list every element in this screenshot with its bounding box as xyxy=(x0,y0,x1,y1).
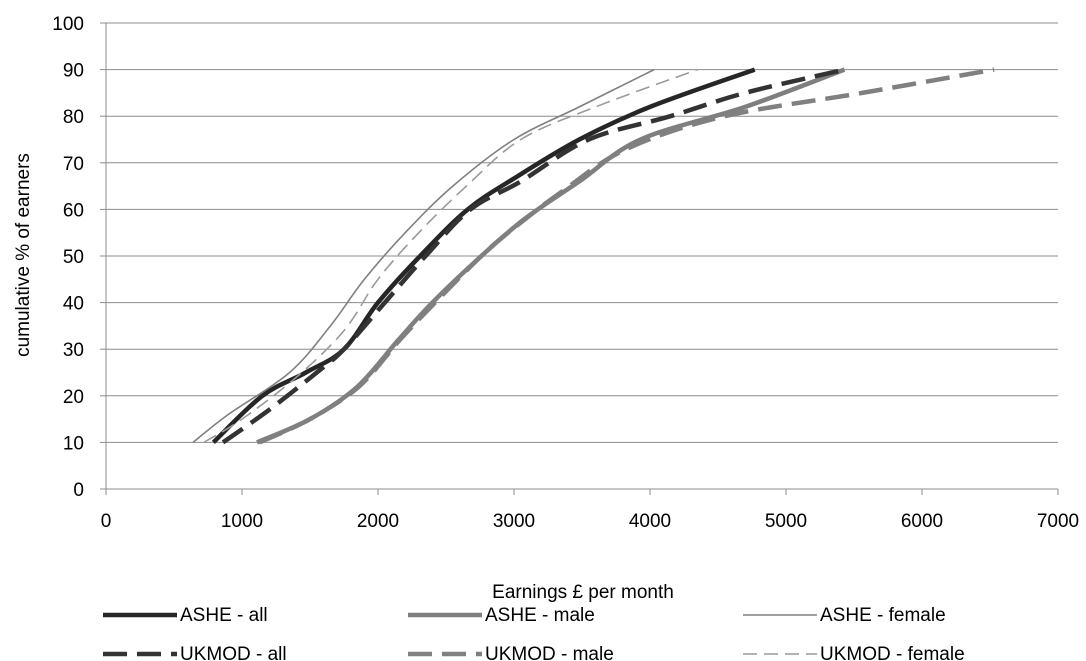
y-tick-label: 80 xyxy=(63,107,84,128)
y-tick-label: 50 xyxy=(63,247,84,268)
series-line-ukmod-male xyxy=(258,67,995,445)
x-axis-title: Earnings £ per month xyxy=(492,582,674,603)
legend-item-ashe-all: ASHE - all xyxy=(103,605,268,626)
y-tick-label: 60 xyxy=(63,200,84,221)
series-line-ukmod-female xyxy=(203,68,698,444)
legend-item-ukmod-female: UKMOD - female xyxy=(743,644,965,661)
legend-item-ukmod-all: UKMOD - all xyxy=(103,644,287,661)
x-tick-label: 1000 xyxy=(221,511,263,532)
legend-item-ashe-male: ASHE - male xyxy=(408,605,595,626)
legend-label: UKMOD - female xyxy=(820,644,965,661)
x-tick-label: 7000 xyxy=(1037,511,1079,532)
y-tick-label: 30 xyxy=(63,340,84,361)
legend-label: UKMOD - male xyxy=(485,644,614,661)
x-tick-label: 4000 xyxy=(629,511,671,532)
legend-label: UKMOD - all xyxy=(180,644,287,661)
y-tick-label: 20 xyxy=(63,387,84,408)
legend-label: ASHE - all xyxy=(180,605,268,626)
x-tick-label: 3000 xyxy=(493,511,535,532)
x-tick-label: 5000 xyxy=(765,511,807,532)
series-line-ukmod-all xyxy=(221,67,846,445)
legend: ASHE - all ASHE - male ASHE - female UKMOD … xyxy=(103,605,965,661)
y-tick-label: 0 xyxy=(73,480,84,501)
y-tick-label: 10 xyxy=(63,433,84,454)
y-tick-label: 90 xyxy=(63,61,84,82)
legend-label: ASHE - female xyxy=(820,605,946,626)
legend-label: ASHE - male xyxy=(485,605,595,626)
y-tick-label: 100 xyxy=(52,14,84,35)
series-lines xyxy=(192,67,995,445)
y-axis-title: cumulative % of earners xyxy=(13,153,34,357)
series-line-ashe-female xyxy=(192,68,655,444)
x-tick-label: 0 xyxy=(101,511,112,532)
y-tick-label: 40 xyxy=(63,294,84,315)
legend-item-ukmod-male: UKMOD - male xyxy=(408,644,614,661)
axes xyxy=(100,22,1059,495)
gridlines xyxy=(106,22,1058,443)
x-tick-label: 6000 xyxy=(901,511,943,532)
legend-item-ashe-female: ASHE - female xyxy=(743,605,946,626)
x-tick-label: 2000 xyxy=(357,511,399,532)
y-tick-label: 70 xyxy=(63,154,84,175)
